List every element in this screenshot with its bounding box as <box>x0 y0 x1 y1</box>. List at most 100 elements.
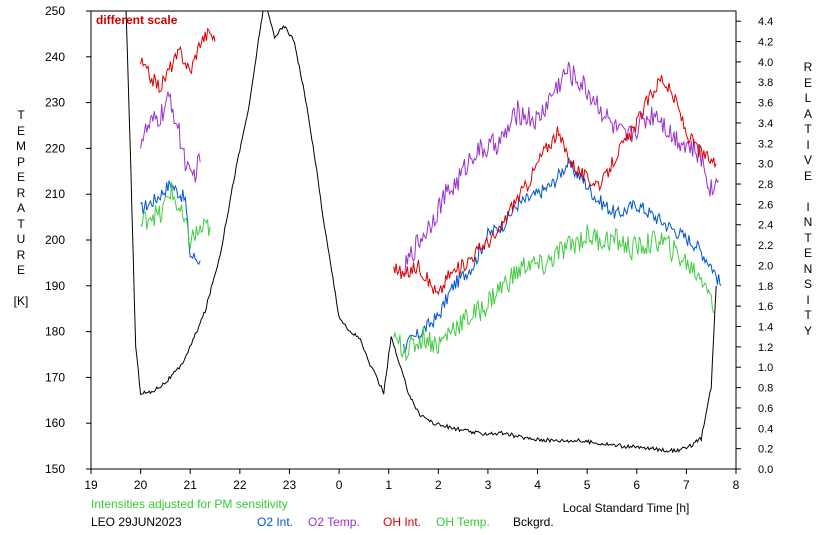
y-right-tick-label: 1.0 <box>758 362 773 374</box>
left-axis-label-letter: M <box>16 139 26 153</box>
annotation-text: different scale <box>96 13 178 27</box>
left-axis-label-letter: E <box>16 263 25 277</box>
right-axis-label-letter: T <box>804 230 812 245</box>
right-axis-label-letter: I <box>806 199 810 214</box>
right-axis-label-letter <box>799 184 817 200</box>
x-tick-label: 23 <box>283 478 297 492</box>
y-right-tick-label: 3.8 <box>758 77 773 89</box>
y-left-tick-label: 150 <box>45 462 65 476</box>
x-tick-label: 3 <box>485 478 492 492</box>
right-axis-label-letter: E <box>803 168 812 183</box>
x-tick-label: 7 <box>683 478 690 492</box>
right-axis-label-letter: A <box>803 106 812 121</box>
left-axis-label-letter: T <box>17 216 25 231</box>
y-right-tick-label: 0.0 <box>758 464 773 476</box>
right-axis-label-letter: E <box>803 75 812 90</box>
series-line-o2-temp <box>403 61 719 278</box>
left-axis-label-letter <box>12 279 30 295</box>
right-axis-label-letter: I <box>806 292 810 307</box>
y-right-tick-label: 1.4 <box>758 322 773 334</box>
x-tick-label: 1 <box>385 478 392 492</box>
y-right-tick-label: 3.6 <box>758 98 773 110</box>
x-tick-label: 0 <box>336 478 343 492</box>
y-left-tick-label: 180 <box>45 325 65 339</box>
ticks-layer: 19 20 21 22 23 0 1 2 3 4 5 6 7 8150160170180190200210… <box>45 4 773 492</box>
series-line-oh-int <box>393 74 717 296</box>
x-axis-label: Local Standard Time [h] <box>563 501 690 515</box>
y-right-tick-label: 2.4 <box>758 220 773 232</box>
right-axis-label-letter: V <box>803 153 812 167</box>
y-left-tick-label: 210 <box>45 187 65 201</box>
left-axis-label-letter: A <box>16 201 25 215</box>
right-axis-label-letter: I <box>806 137 810 152</box>
y-right-tick-label: 3.0 <box>758 159 773 171</box>
y-left-tick-label: 200 <box>45 233 65 247</box>
series-line-o2-temp <box>140 91 201 183</box>
y-right-tick-label: 4.4 <box>758 16 773 28</box>
legend-o2-int: O2 Int. <box>257 515 294 529</box>
note-text: Intensities adjusted for PM sensitivity <box>91 497 288 511</box>
legend-o2-temp: O2 Temp. <box>308 515 360 529</box>
y-right-tick-label: 3.4 <box>758 118 773 130</box>
y-left-tick-label: 170 <box>45 370 65 384</box>
y-right-tick-label: 2.8 <box>758 179 773 191</box>
station-text: LEO 29JUN2023 <box>91 515 182 529</box>
legend-bckgrd: Bckgrd. <box>513 515 554 529</box>
series-line-o2-int <box>140 180 201 266</box>
series-line-oh-temp <box>393 224 715 362</box>
left-axis-label-letter: E <box>16 123 25 138</box>
y-right-tick-label: 0.6 <box>758 403 773 415</box>
left-axis-label-letter: T <box>17 108 25 122</box>
x-tick-label: 19 <box>84 478 98 492</box>
x-tick-label: 4 <box>534 478 541 492</box>
left-axis-label-letter: R <box>16 185 26 200</box>
y-right-tick-label: 2.6 <box>758 199 773 211</box>
x-tick-label: 22 <box>233 478 247 492</box>
x-tick-label: 2 <box>435 478 442 492</box>
y-right-tick-label: 0.8 <box>758 383 773 395</box>
y-right-tick-label: 4.0 <box>758 57 773 69</box>
right-axis-label-letter: T <box>804 308 812 322</box>
x-tick-label: 20 <box>134 478 148 492</box>
right-axis-label-letter: E <box>803 246 812 260</box>
series-line-oh-temp <box>140 181 211 249</box>
y-right-tick-label: 1.6 <box>758 301 773 313</box>
legend-oh-temp: OH Temp. <box>436 515 490 529</box>
x-tick-label: 8 <box>733 478 740 492</box>
legend-oh-int: OH Int. <box>383 515 422 529</box>
right-axis-label-letter: N <box>803 261 813 276</box>
series-line-oh-int <box>140 27 216 94</box>
right-axis-label-letter: T <box>804 122 812 136</box>
left-axis-label-letter: R <box>16 247 26 262</box>
left-axis-label-letter: P <box>16 154 25 169</box>
y-right-tick-label: 2.0 <box>758 260 773 272</box>
y-left-tick-label: 160 <box>45 416 65 430</box>
left-axis-label-letter: E <box>16 170 25 184</box>
right-axis-label-letter: L <box>804 91 812 105</box>
left-axis-label-letter: U <box>16 232 26 246</box>
series-layer <box>125 11 722 454</box>
series-line-o2-int <box>403 156 722 354</box>
left-axis-label-letter: [K] <box>13 294 29 308</box>
right-axis-label-letter: R <box>803 60 813 74</box>
y-right-tick-label: 2.2 <box>758 240 773 252</box>
x-tick-label: 5 <box>584 478 591 492</box>
y-left-tick-label: 230 <box>45 96 65 110</box>
y-right-tick-label: 0.2 <box>758 444 773 456</box>
right-axis-label-letter: Y <box>803 323 812 338</box>
y-right-tick-label: 3.2 <box>758 138 773 150</box>
y-right-tick-label: 1.2 <box>758 342 773 354</box>
right-axis-label-letter: N <box>803 215 813 229</box>
y-left-tick-label: 190 <box>45 279 65 293</box>
series-line-bckgrd <box>125 11 717 454</box>
x-tick-label: 21 <box>184 478 198 492</box>
y-left-tick-label: 240 <box>45 50 65 64</box>
y-right-tick-label: 1.8 <box>758 281 773 293</box>
y-left-tick-label: 220 <box>45 141 65 155</box>
y-right-tick-label: 4.2 <box>758 37 773 49</box>
right-axis-label-letter: S <box>803 277 812 291</box>
y-right-tick-label: 0.4 <box>758 423 773 435</box>
x-tick-label: 6 <box>633 478 640 492</box>
